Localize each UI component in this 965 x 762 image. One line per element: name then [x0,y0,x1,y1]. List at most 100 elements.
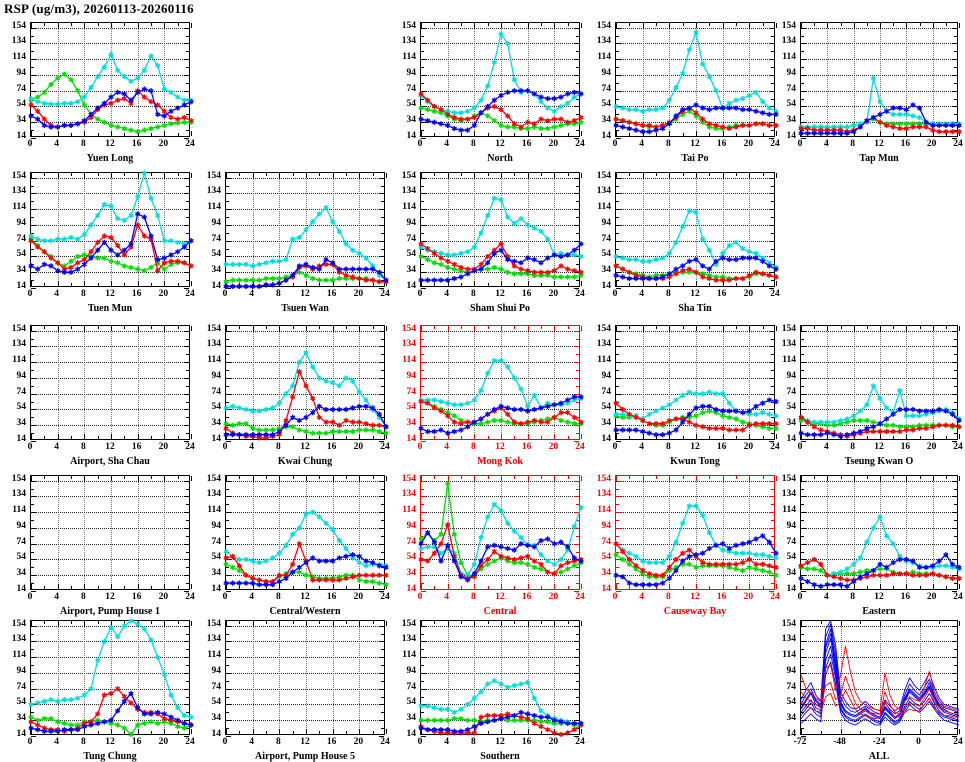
series-blue [798,102,962,136]
y-tick-label: 94 [406,67,417,78]
gridlines [801,476,957,589]
series-green [418,399,584,427]
y-tick-label: 94 [16,520,27,531]
y-tick-label: 54 [406,552,417,563]
plot-area [30,325,192,442]
x-tick-label: 12 [690,592,700,602]
series-layer [613,503,779,588]
x-tick-label: 16 [521,592,532,602]
y-tick-label: 14 [406,434,417,444]
series-red [613,400,779,433]
series-green [28,71,194,135]
plot-area [223,475,389,592]
series-red [28,686,194,734]
axis-ticks [801,326,960,442]
y-tick-label: 134 [781,36,796,47]
y-tick-label: 14 [406,729,417,739]
x-tick-label: 0 [27,592,33,602]
x-tick-label: -48 [833,737,846,747]
x-tick-label: 0 [916,737,921,747]
series-green [798,116,962,130]
series-blue [223,403,389,438]
y-tick-label: 114 [12,650,26,661]
panel-title: Central/Western [269,606,341,617]
x-tick-label: 16 [326,592,337,602]
y-tick-label: 54 [406,249,417,260]
y-tick-label: 54 [211,552,222,563]
axis-ticks [226,326,387,442]
series-green [223,269,389,285]
y-tick-label: 74 [601,536,612,547]
y-tick-label: 134 [596,339,611,350]
series-red [798,556,962,583]
x-tick-label: 20 [158,592,169,602]
plot-area [28,22,194,139]
x-tick-label: 0 [27,442,33,452]
x-tick-label: 0 [222,737,228,747]
y-tick-label: 94 [601,370,612,381]
y-tick-label: 94 [601,67,612,78]
x-tick-label: 12 [495,737,505,747]
y-tick-label: 114 [207,355,221,366]
x-tick-label: 4 [639,139,645,149]
series-blue [418,241,584,283]
series-green [223,561,389,588]
x-tick-label: 12 [690,289,700,299]
y-tick-label: 54 [16,99,27,110]
y-tick-label: 134 [401,489,416,500]
y-tick-label: 134 [596,186,611,197]
panel-title: Tsuen Wan [281,303,329,314]
series-cyan [223,350,389,430]
y-tick-label: 94 [406,370,417,381]
y-tick-label: 14 [406,131,417,141]
y-tick-label: 114 [402,202,416,213]
y-tick-label: 154 [596,170,611,181]
gridlines [421,326,579,439]
x-tick-label: 24 [770,289,780,299]
series-layer [800,620,960,726]
plot-area [798,475,962,592]
axis-ticks [421,476,582,592]
y-tick-label: 74 [16,386,27,397]
series-green [28,236,194,274]
y-tick-label: 154 [781,473,796,484]
series-blue [418,530,584,583]
x-tick-label: 0 [612,592,618,602]
axis-ticks [616,326,777,442]
y-tick-label: 134 [206,634,221,645]
plot-area [798,325,962,442]
x-tick-label: 12 [300,442,310,452]
series-blue-6 [800,620,960,712]
plot-area [800,620,960,737]
x-tick-label: 24 [770,442,780,452]
y-tick-label: 134 [11,36,26,47]
series-blue [613,255,779,282]
y-tick-label: 94 [601,217,612,228]
x-tick-label: 24 [380,592,390,602]
y-tick-label: 14 [16,281,27,291]
series-blue [613,533,779,588]
page-title: RSP (ug/m3), 20260113-20260116 [4,1,194,16]
x-tick-label: 24 [953,139,963,149]
y-tick-label: 34 [786,568,797,579]
series-red-3 [800,689,959,720]
x-tick-label: 20 [353,442,364,452]
x-tick-label: 0 [417,737,423,747]
y-tick-label: 154 [206,618,221,629]
x-tick-label: 20 [158,737,169,747]
y-tick-label: 134 [781,489,796,500]
panel-title: Eastern [862,606,896,617]
x-tick-label: 12 [874,442,884,452]
x-tick-label: 12 [495,289,505,299]
series-layer [613,389,779,438]
axis-ticks [421,621,582,737]
x-tick-label: 20 [743,442,754,452]
series-cyan [613,208,779,271]
x-tick-label: 4 [54,592,60,602]
panel-title: Southern [480,751,520,762]
axis-ticks [616,23,777,139]
x-tick-label: 16 [521,442,532,452]
y-tick-label: 134 [206,489,221,500]
